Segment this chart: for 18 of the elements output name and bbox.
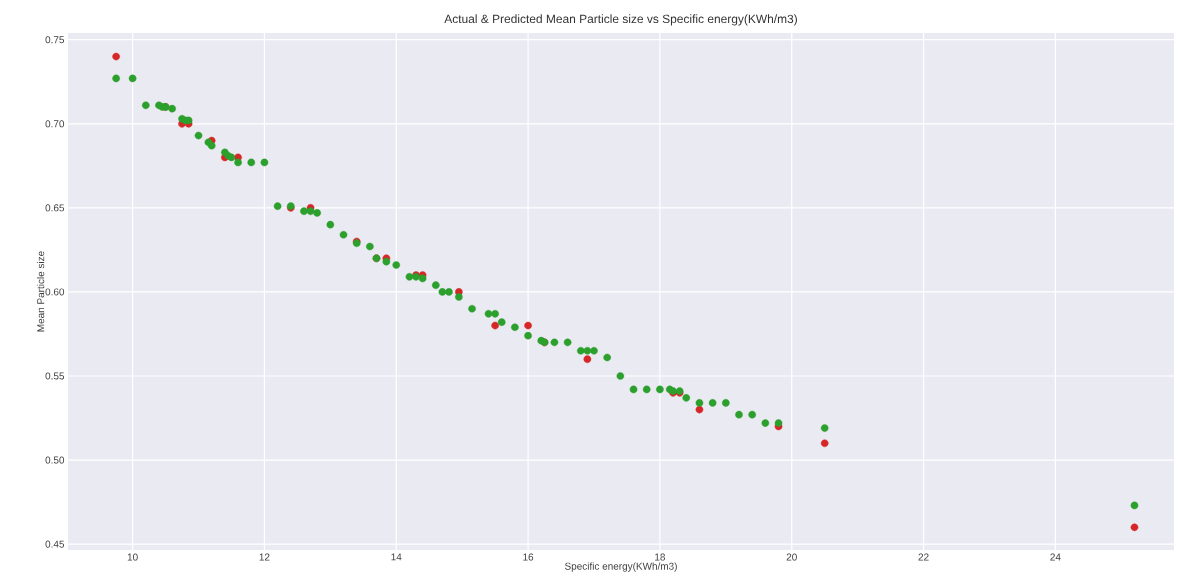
x-tick-label: 24 <box>1050 553 1061 561</box>
y-tick-label: 0.65 <box>45 204 65 212</box>
x-axis-title: Specific energy(KWh/m3) <box>564 562 677 572</box>
y-axis-title: Mean Particle size <box>36 251 45 332</box>
y-tick-label: 0.60 <box>45 288 65 296</box>
y-tick-label: 0.50 <box>45 456 65 464</box>
x-tick-label: 16 <box>523 553 534 561</box>
x-tick-label: 22 <box>918 553 929 561</box>
y-tick-label: 0.45 <box>45 540 65 548</box>
y-tick-label: 0.55 <box>45 372 65 380</box>
x-tick-label: 18 <box>655 553 665 561</box>
y-tick-label: 0.70 <box>45 120 65 128</box>
x-tick-label: 10 <box>127 553 138 561</box>
x-tick-label: 14 <box>391 553 402 561</box>
x-tick-label: 12 <box>259 553 270 561</box>
x-tick-label: 20 <box>786 553 797 561</box>
y-tick-label: 0.75 <box>45 36 65 44</box>
chart-title: Actual & Predicted Mean Particle size vs Specific energy(KWh/m3) <box>444 14 797 26</box>
